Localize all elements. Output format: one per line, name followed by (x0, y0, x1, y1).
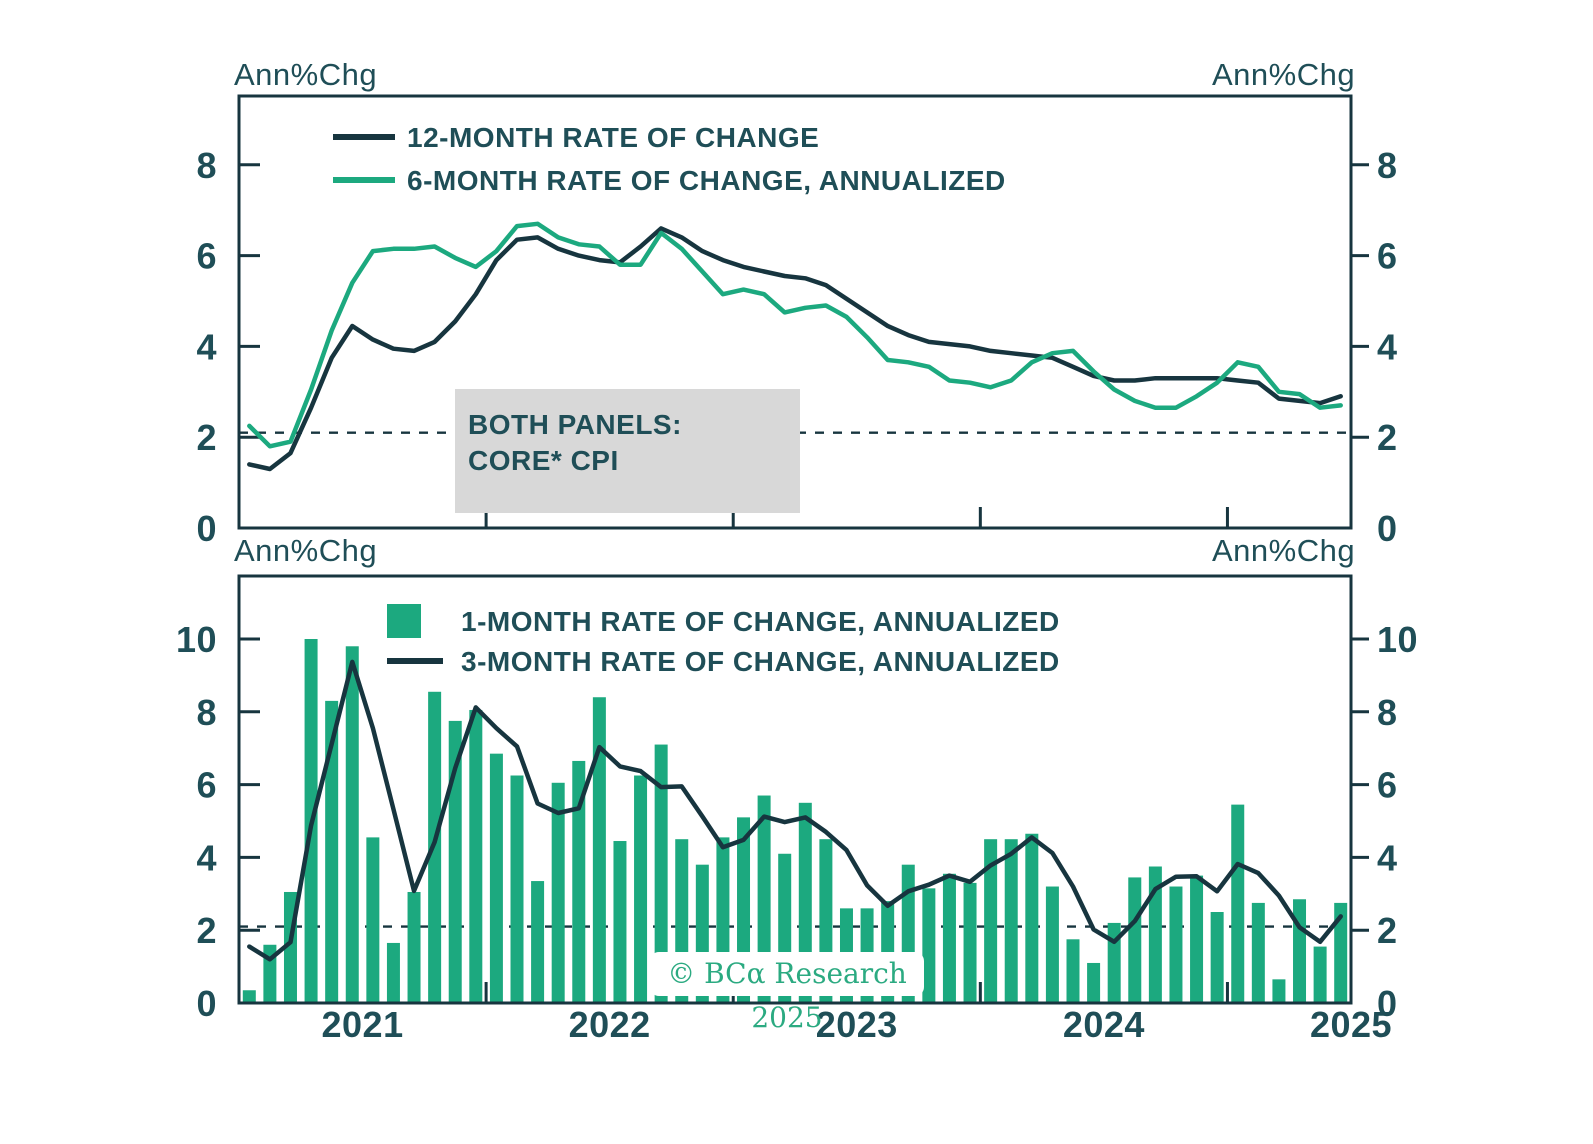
y-tick-label-right: 6 (1377, 236, 1398, 277)
bar-1-month (613, 841, 627, 1003)
bar-1-month (1251, 902, 1265, 1003)
y-tick-label-right: 4 (1377, 326, 1398, 367)
bar-1-month (757, 795, 771, 1003)
y-tick-label-right: 8 (1377, 692, 1398, 733)
x-tick-label-year: 2024 (1063, 1004, 1145, 1045)
bar-1-month (448, 720, 462, 1003)
y-tick-label-left: 4 (196, 326, 217, 367)
bar-1-month (1087, 962, 1101, 1003)
bar-1-month (572, 760, 586, 1003)
legend-swatch-1-month (387, 604, 421, 638)
bar-1-month (963, 882, 977, 1003)
bar-1-month (1293, 899, 1307, 1003)
bar-1-month (407, 891, 421, 1003)
bar-1-month (1107, 922, 1121, 1003)
x-tick-label-year: 2023 (816, 1004, 898, 1045)
y-tick-label-left: 0 (196, 983, 217, 1024)
bar-1-month (1190, 875, 1204, 1003)
y-tick-label-left: 4 (196, 837, 217, 878)
bar-1-month (551, 782, 565, 1003)
both-panels-annotation-box: BOTH PANELS: CORE* CPI (455, 389, 800, 513)
y-tick-label-right: 2 (1377, 417, 1398, 458)
bar-1-month (1066, 939, 1080, 1003)
bar-1-month (531, 881, 545, 1003)
panel-border (237, 94, 1353, 530)
bar-1-month (345, 646, 359, 1003)
line-6-month (247, 221, 1343, 449)
y-tick-label-left: 2 (196, 417, 217, 458)
y-tick-label-left: 6 (196, 236, 217, 277)
bar-1-month (1148, 866, 1162, 1003)
x-tick-label-year: 2021 (322, 1004, 404, 1045)
bar-1-month (1313, 946, 1327, 1003)
bar-1-month (1004, 839, 1018, 1003)
y-tick-label-right: 6 (1377, 765, 1398, 806)
y-tick-label-left: 6 (196, 765, 217, 806)
y-tick-label-right: 0 (1377, 508, 1398, 549)
bar-1-month (510, 775, 524, 1003)
bar-1-month (489, 753, 503, 1003)
bar-1-month (1231, 804, 1245, 1003)
y-tick-label-left: 2 (196, 910, 217, 951)
line-3-month (247, 659, 1343, 962)
y-axis-unit-label-top-right: Ann%Chg (1212, 57, 1356, 92)
bar-1-month (1128, 877, 1142, 1003)
bca-research-watermark: © BCα Research 2025 (650, 952, 924, 1034)
x-tick-label-year: 2025 (1310, 1004, 1392, 1045)
bar-1-month (654, 744, 668, 1003)
bar-1-month (634, 775, 648, 1003)
y-axis-unit-label-bottom-left: Ann%Chg (234, 533, 378, 568)
bar-1-month (366, 837, 380, 1003)
y-tick-label-right: 4 (1377, 837, 1398, 878)
y-tick-label-left: 8 (196, 145, 217, 186)
bar-1-month (1334, 902, 1348, 1003)
line-12-month (247, 226, 1343, 472)
bar-1-month (325, 700, 339, 1003)
y-tick-label-right: 2 (1377, 910, 1398, 951)
y-tick-label-left: 0 (196, 508, 217, 549)
legend-label-1-month: 1-MONTH RATE OF CHANGE, ANNUALIZED (461, 606, 1060, 637)
bar-1-month (1272, 979, 1286, 1003)
y-tick-label-left: 10 (176, 619, 217, 660)
bar-1-month (1045, 886, 1059, 1003)
y-axis-unit-label-top-left: Ann%Chg (234, 57, 378, 92)
annotation-line-2: CORE* CPI (468, 445, 619, 476)
legend-label-3-month: 3-MONTH RATE OF CHANGE, ANNUALIZED (461, 646, 1060, 677)
x-tick-label-year: 2022 (569, 1004, 651, 1045)
legend-label-12-month: 12-MONTH RATE OF CHANGE (407, 122, 819, 153)
bar-1-month (592, 697, 606, 1003)
y-tick-label-right: 10 (1377, 619, 1418, 660)
panel-border (237, 574, 1353, 1005)
bar-1-month (984, 839, 998, 1003)
y-axis-unit-label-bottom-right: Ann%Chg (1212, 533, 1356, 568)
bar-1-month (1025, 833, 1039, 1003)
y-tick-label-right: 8 (1377, 145, 1398, 186)
y-tick-label-right: 0 (1377, 983, 1398, 1024)
annotation-line-1: BOTH PANELS: (468, 409, 682, 440)
bar-1-month (1210, 912, 1224, 1003)
bar-1-month (469, 709, 483, 1003)
legend-label-6-month: 6-MONTH RATE OF CHANGE, ANNUALIZED (407, 165, 1006, 196)
bar-1-month (942, 873, 956, 1003)
bar-1-month (386, 942, 400, 1003)
bar-1-month (242, 990, 256, 1003)
y-tick-label-left: 8 (196, 692, 217, 733)
bar-1-month (922, 888, 936, 1003)
bar-1-month (1169, 886, 1183, 1003)
